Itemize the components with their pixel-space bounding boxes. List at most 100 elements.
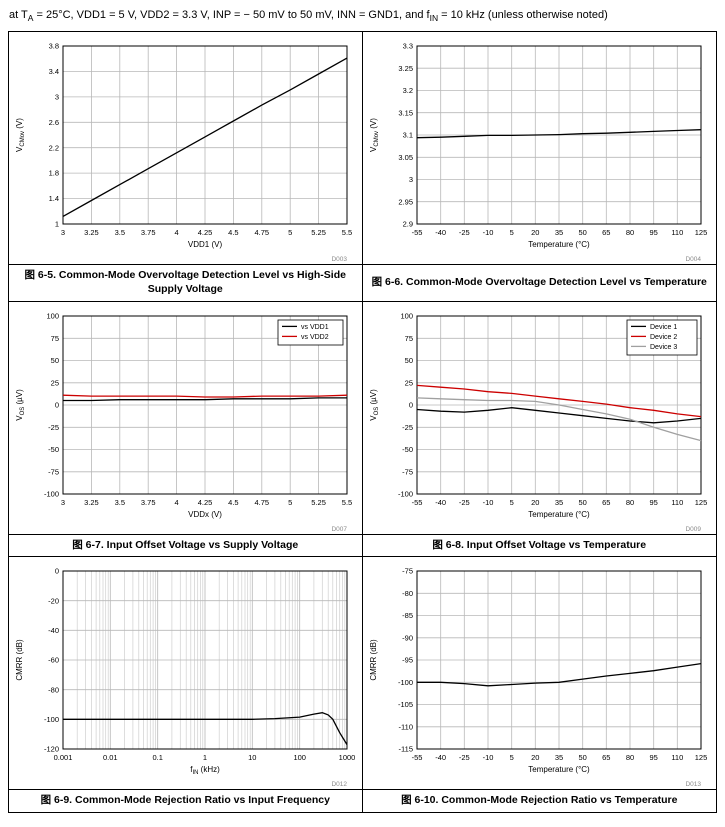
svg-text:95: 95 [650,228,658,237]
svg-text:-10: -10 [483,753,494,762]
svg-text:-55: -55 [412,753,423,762]
svg-text:35: 35 [555,753,563,762]
svg-text:-110: -110 [399,722,413,731]
x-axis-label: Temperature (°C) [529,510,591,519]
svg-text:50: 50 [579,498,587,507]
svg-text:100: 100 [47,311,60,320]
svg-text:125: 125 [695,753,708,762]
svg-text:50: 50 [579,753,587,762]
svg-text:-75: -75 [402,567,413,576]
chart-canvas-D012: 0.001 0.01 0.1 1 10 100 1000 0 -20 -40 -60 -80 -100 -… [15,567,356,788]
figure-caption: 图 6-8. Input Offset Voltage vs Temperatu… [362,533,716,558]
svg-text:-20: -20 [48,596,59,605]
svg-text:50: 50 [405,356,413,365]
svg-text:5.5: 5.5 [342,498,352,507]
svg-text:125: 125 [695,228,708,237]
svg-text:-10: -10 [483,228,494,237]
x-axis-label: Temperature (°C) [529,765,591,774]
svg-text:4: 4 [175,498,179,507]
svg-text:-60: -60 [48,656,59,665]
svg-text:0.001: 0.001 [54,753,73,762]
svg-text:2.6: 2.6 [49,118,59,127]
svg-text:95: 95 [650,753,658,762]
chart-code: D012 [332,781,348,788]
svg-text:50: 50 [51,356,59,365]
svg-text:-90: -90 [402,633,413,642]
svg-text:-25: -25 [459,753,470,762]
chart-cell: 0.001 0.01 0.1 1 10 100 1000 0 -20 -40 -60 -80 -100 -… [9,557,363,790]
figure-caption: 图 6-9. Common-Mode Rejection Ratio vs In… [9,789,363,813]
svg-text:3.05: 3.05 [399,153,414,162]
svg-text:-100: -100 [44,489,59,498]
figure-caption: 图 6-5. Common-Mode Overvoltage Detection… [9,264,363,302]
svg-text:20: 20 [531,498,539,507]
legend-entry-label: Device 3 [650,344,677,351]
chart-canvas-D007: 3 3.25 3.5 3.75 4 4.25 4.5 4.75 5 5.25 5.5 -100 -75 -… [15,311,352,533]
svg-text:-40: -40 [436,753,447,762]
chart-canvas-D004: -55 -40 -25 -10 5 20 35 50 65 80 95 110 125 2.9 2.95 3 3… [369,42,708,263]
svg-text:5: 5 [288,498,292,507]
svg-text:-50: -50 [48,445,59,454]
svg-text:3.15: 3.15 [399,109,414,118]
svg-text:4.75: 4.75 [255,228,270,237]
svg-text:4: 4 [175,228,179,237]
svg-text:-80: -80 [402,589,413,598]
svg-text:-25: -25 [459,498,470,507]
svg-text:3: 3 [61,498,65,507]
svg-text:-40: -40 [436,498,447,507]
typical-characteristics-table: 3 3.25 3.5 3.75 4 4.25 4.5 4.75 5 5.25 5.5 1 1.4 1.8 2… [8,31,717,813]
svg-text:-100: -100 [398,489,413,498]
svg-text:3.75: 3.75 [141,498,156,507]
legend-entry-label: Device 1 [650,324,677,331]
svg-text:1000: 1000 [339,753,356,762]
chart-code: D007 [332,526,348,533]
svg-text:35: 35 [555,228,563,237]
svg-text:-75: -75 [402,467,413,476]
svg-text:5.25: 5.25 [312,498,327,507]
svg-text:65: 65 [602,753,610,762]
svg-text:1.4: 1.4 [49,194,59,203]
svg-text:-25: -25 [459,228,470,237]
svg-text:-40: -40 [436,228,447,237]
svg-text:3.1: 3.1 [403,131,413,140]
svg-text:80: 80 [626,228,634,237]
svg-text:0: 0 [55,567,59,576]
svg-text:5: 5 [510,753,514,762]
svg-text:3.25: 3.25 [84,498,99,507]
svg-text:35: 35 [555,498,563,507]
legend-entry-label: vs VDD1 [301,324,329,331]
svg-text:1: 1 [55,220,59,229]
svg-text:20: 20 [531,753,539,762]
y-axis-label: CMRR (dB) [369,639,378,681]
svg-text:10: 10 [248,753,256,762]
svg-text:5: 5 [288,228,292,237]
svg-text:-105: -105 [398,700,413,709]
svg-text:4.5: 4.5 [228,228,238,237]
svg-text:80: 80 [626,753,634,762]
svg-text:1.8: 1.8 [49,169,59,178]
y-axis-label: CMRR (dB) [15,639,24,681]
svg-text:-95: -95 [402,656,413,665]
svg-text:100: 100 [294,753,307,762]
svg-text:-25: -25 [402,422,413,431]
svg-text:5: 5 [510,228,514,237]
chart-cell: 3 3.25 3.5 3.75 4 4.25 4.5 4.75 5 5.25 5.5 1 1.4 1.8 2… [9,32,363,265]
y-axis-label: VCMov (V) [15,118,26,152]
svg-text:110: 110 [672,228,684,237]
y-axis-label: VCMov (V) [369,118,380,152]
svg-text:3.25: 3.25 [399,64,414,73]
chart-canvas-D009: -55 -40 -25 -10 5 20 35 50 65 80 95 110 125 -100 -75 -5… [369,311,707,532]
svg-text:5.5: 5.5 [342,228,352,237]
svg-text:75: 75 [405,333,413,342]
svg-text:-55: -55 [412,228,423,237]
svg-text:4.5: 4.5 [228,498,238,507]
x-axis-label: fIN (kHz) [190,765,220,776]
svg-text:65: 65 [602,498,610,507]
svg-text:4.75: 4.75 [255,498,270,507]
svg-text:3.8: 3.8 [49,42,59,51]
svg-text:-50: -50 [402,445,413,454]
x-axis-label: VDDx (V) [188,510,222,519]
svg-text:100: 100 [401,311,414,320]
svg-text:2.9: 2.9 [403,220,413,229]
test-conditions: at TA = 25°C, VDD1 = 5 V, VDD2 = 3.3 V, … [9,9,608,24]
